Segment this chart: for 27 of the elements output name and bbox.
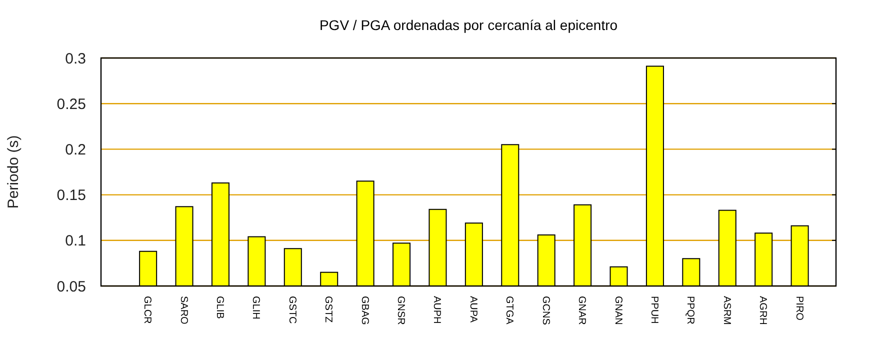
x-tick-label: AUPH <box>431 296 442 324</box>
x-tick-label: GSTC <box>286 296 298 324</box>
x-tick-label: AGRH <box>757 296 768 325</box>
x-tick-label: GLCR <box>142 296 153 324</box>
x-tick-label: PPQR <box>684 296 696 324</box>
chart-title: PGV / PGA ordenadas por cercanía al epicentro <box>319 17 618 33</box>
x-tick-label: GNSR <box>395 296 406 325</box>
y-tick-label: 0.05 <box>56 278 86 296</box>
x-tick-label: ASRM <box>720 296 732 325</box>
x-tick-label: GLIB <box>214 296 225 320</box>
y-axis-title: Periodo (s) <box>5 135 22 209</box>
x-tick-label: GNAR <box>576 296 588 325</box>
x-tick-label: SARO <box>178 296 189 325</box>
y-tick-label: 0.3 <box>65 50 86 68</box>
x-tick-label: GBAG <box>358 296 370 326</box>
x-tick-label: GSTZ <box>322 296 334 323</box>
x-tick-label: GLIH <box>250 296 262 320</box>
x-tick-label: PIRO <box>793 296 804 321</box>
x-tick-label: GTGA <box>504 296 515 325</box>
y-tick-label: 0.15 <box>56 187 86 204</box>
y-tick-label: 0.25 <box>56 96 86 113</box>
y-tick-label: 0.1 <box>65 232 86 250</box>
y-tick-label: 0.2 <box>65 141 86 158</box>
x-tick-label: PPUH <box>648 296 660 324</box>
x-tick-label: GCNS <box>540 296 551 326</box>
x-tick-label: GNAN <box>612 296 624 325</box>
x-tick-label: AUPA <box>467 296 478 323</box>
